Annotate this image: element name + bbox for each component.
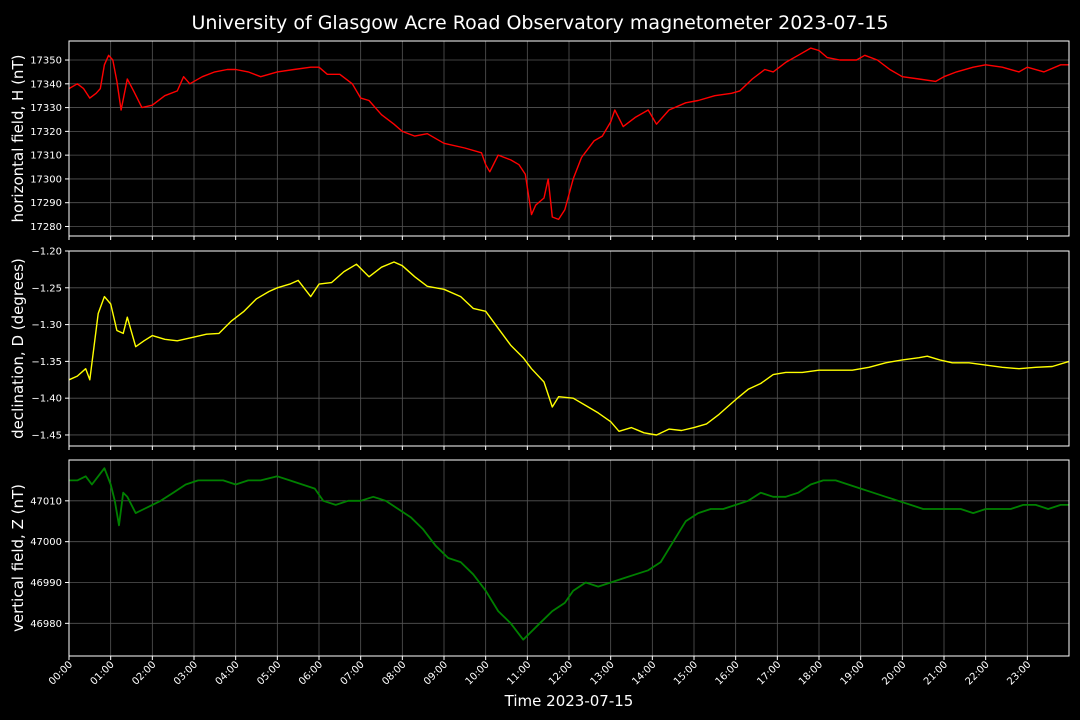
x-tick-label: 08:00 [380,659,408,687]
x-tick-label: 12:00 [547,659,575,687]
y-tick-label: 17300 [30,174,62,185]
y-tick-label: 46990 [30,578,62,589]
x-tick-label: 19:00 [839,659,867,687]
y-tick-label: −1.45 [31,430,62,441]
x-axis-label: Time 2023-07-15 [504,692,634,710]
y-tick-label: −1.30 [31,320,62,331]
y-tick-label: −1.20 [31,247,62,258]
x-tick-label: 09:00 [422,659,450,687]
x-tick-label: 17:00 [755,659,783,687]
series-line [68,261,1070,436]
x-tick-label: 18:00 [797,659,825,687]
x-tick-label: 02:00 [130,659,158,687]
y-axis-label: horizontal field, H (nT) [9,55,27,223]
series-line [68,47,1069,221]
x-tick-label: 01:00 [89,659,117,687]
x-tick-label: 22:00 [964,659,992,687]
y-tick-label: 17290 [30,198,62,209]
x-tick-label: 04:00 [214,659,242,687]
y-tick-label: 47010 [30,496,62,507]
y-tick-label: 17320 [30,127,62,138]
x-tick-label: 06:00 [297,659,325,687]
y-tick-label: 46980 [30,619,62,630]
x-tick-label: 05:00 [255,659,283,687]
x-tick-label: 00:00 [47,659,75,687]
panel-frame [68,459,1070,657]
x-tick-label: 10:00 [464,659,492,687]
y-axis-label: declination, D (degrees) [9,258,27,439]
series-line [69,467,1069,641]
panel-1: −1.45 −1.40 −1.35 −1.30 −1.25 −1.20 declinatio… [9,247,1070,450]
y-tick-label: −1.40 [31,394,62,405]
y-tick-label: 17280 [30,222,62,233]
panel-0: 17280 17290 17300 17310 17320 17330 17340 17350… [9,40,1070,240]
x-tick-label: 20:00 [880,659,908,687]
y-axis-label: vertical field, Z (nT) [9,484,27,632]
chart-title: University of Glasgow Acre Road Observat… [191,12,888,34]
y-tick-label: −1.35 [31,357,62,368]
panel-frame [68,40,1070,237]
y-tick-label: 17310 [30,151,62,162]
x-tick-label: 16:00 [714,659,742,687]
panels-layer: 17280 17290 17300 17310 17320 17330 17340 17350… [9,40,1070,688]
x-tick-label: 14:00 [630,659,658,687]
x-tick-label: 13:00 [589,659,617,687]
x-tick-label: 21:00 [922,659,950,687]
x-tick-label: 11:00 [505,659,533,687]
y-tick-label: 17350 [30,56,62,67]
y-tick-label: 17340 [30,79,62,90]
y-tick-label: −1.25 [31,283,62,294]
y-tick-label: 17330 [30,103,62,114]
x-tick-label: 15:00 [672,659,700,687]
panel-frame [68,250,1070,447]
x-tick-label: 03:00 [172,659,200,687]
x-tick-label: 07:00 [339,659,367,687]
x-tick-label: 23:00 [1005,659,1033,687]
y-tick-label: 47000 [30,537,62,548]
